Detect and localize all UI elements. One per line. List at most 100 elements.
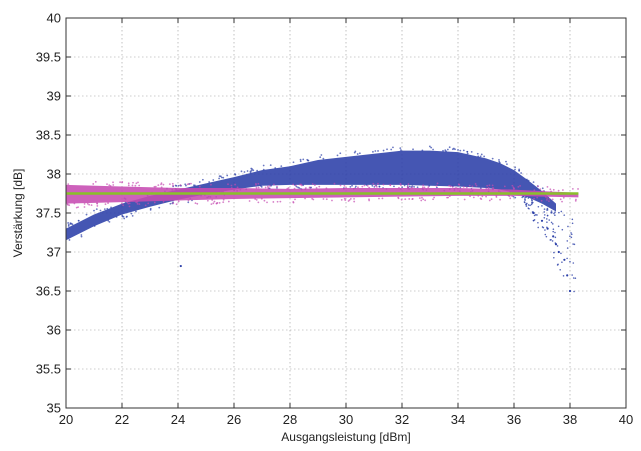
blue-series-tail-point [574,277,577,279]
blue-series-tail-point [562,275,565,277]
blue-series-point [351,184,353,187]
pink-series-point [487,186,490,189]
y-tick-label: 35 [47,401,61,416]
pink-series-point [222,198,225,201]
blue-series-point [219,175,222,178]
blue-series-tail-point [560,210,563,213]
pink-series-point [471,185,474,188]
pink-series-point [168,183,171,186]
blue-series-point [122,215,125,218]
blue-series-tail-point [566,247,569,249]
pink-series-point [194,202,197,205]
pink-series-point [135,201,138,204]
y-axis-label: Verstärkung [dB] [11,169,25,258]
pink-series-point [230,187,233,189]
pink-series-point [377,182,379,185]
blue-series-point [514,166,517,169]
pink-series-point [462,185,465,188]
blue-series-tail-point [572,243,574,245]
blue-series-tail-point [554,242,557,244]
y-tick-label: 40 [47,11,61,26]
pink-series-point [294,184,297,187]
blue-series-tail-point [552,228,555,230]
pink-series-point [533,189,536,192]
pink-series-point [562,196,565,199]
pink-series-point [211,199,214,201]
blue-series-point [442,149,444,152]
blue-series-point [187,201,190,204]
blue-series-point [302,184,305,187]
pink-series-point [481,195,484,198]
pink-series-point [451,186,454,188]
x-tick-label: 36 [507,412,521,427]
pink-series-point [398,186,400,189]
pink-series-point [304,197,306,200]
pink-series-point [68,204,71,207]
blue-series-point [518,169,520,172]
pink-series-point [106,183,108,185]
blue-series-point [480,153,483,156]
pink-series-point [322,198,325,200]
pink-series-point [378,197,380,200]
pink-series-point [465,186,468,189]
pink-series-point [135,182,138,185]
blue-series-tail-point [546,221,548,223]
pink-series-point [345,187,347,189]
pink-series-point [198,185,201,188]
x-tick-label: 22 [115,412,129,427]
blue-series-point [470,150,473,153]
y-tick-label: 37 [47,245,61,260]
pink-series-point [446,196,448,199]
blue-series-point [448,146,451,149]
blue-series-point [298,187,301,189]
pink-series-point [357,186,359,189]
blue-series-point [249,171,252,174]
blue-series-tail-point [544,229,546,231]
blue-series-point [262,164,265,167]
pink-series-point [257,186,260,189]
pink-series-point [475,184,478,187]
blue-series-tail-point [561,261,563,263]
pink-series-point [550,190,552,193]
blue-series-point [479,155,482,158]
pink-series-point [311,197,314,200]
blue-series-point [356,153,359,155]
blue-series-point [198,181,201,183]
blue-series-tail-point [560,252,562,255]
pink-series-point [279,200,282,203]
blue-series-outlier [568,289,572,293]
blue-series-point [110,206,112,209]
pink-series-point [492,187,495,190]
blue-series-tail-point [569,260,571,263]
blue-series-point [413,186,415,188]
pink-series-point [325,198,328,201]
blue-series-tail-point [544,233,547,236]
pink-series-point [399,184,402,186]
pink-series-point [153,185,156,188]
blue-series-point [252,169,255,172]
blue-series-point [457,149,459,151]
pink-series-point [260,197,263,200]
blue-series-tail-point [551,240,554,242]
pink-series-point [411,186,414,189]
blue-series-tail-point [531,199,533,202]
blue-series-tail-point [554,236,557,239]
blue-series-tail-point [545,218,548,220]
pink-series-point [108,184,111,187]
pink-series-point [472,196,475,199]
data-layer [66,145,579,293]
blue-series-point [240,170,243,173]
pink-series-point [127,202,130,205]
pink-series-point [92,183,95,185]
blue-series-point [121,214,124,217]
blue-series-tail-point [571,222,574,225]
blue-series-tail-point [551,223,554,225]
blue-series-point [477,155,480,158]
blue-series-point [416,186,419,189]
pink-series-point [266,201,268,204]
blue-series-point [67,222,70,224]
blue-series-point [169,202,172,205]
blue-series-point [339,152,342,155]
blue-series-tail-point [570,233,573,236]
